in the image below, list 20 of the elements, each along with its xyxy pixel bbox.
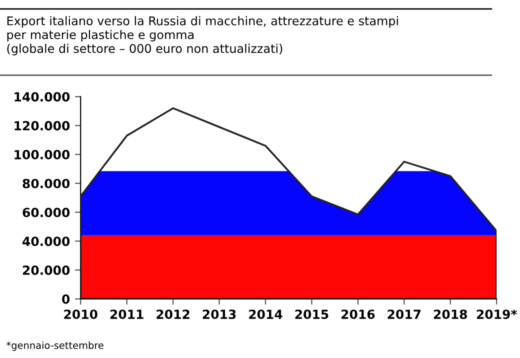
x-tick-label: 2014: [249, 310, 282, 320]
x-tick-label: 2016: [342, 310, 375, 320]
x-tick-label: 2017: [388, 310, 421, 320]
x-tick-label: 2019*: [476, 310, 518, 320]
y-tick-label: 20.000: [22, 266, 70, 275]
y-tick-label: 60.000: [22, 208, 70, 218]
x-tick-label: 2013: [202, 310, 236, 320]
y-tick-label: 40.000: [22, 236, 70, 246]
x-tick-label: 2015: [295, 310, 328, 320]
x-tick-label: 2011: [110, 310, 144, 320]
y-tick-label: 140.000: [14, 92, 70, 102]
y-tick-label: 0: [62, 294, 70, 304]
y-tick-label: 80.000: [22, 178, 70, 188]
y-tick-label: 100.000: [14, 150, 70, 160]
x-tick-label: 2010: [64, 310, 98, 320]
x-tick-label: 2018: [434, 310, 467, 320]
chart-title: Export italiano verso la Russia di macchine, attrezzature e stampi per materie plastiche e gomma (globale di settore – 000 euro non attualizzati): [7, 16, 398, 56]
y-tick-label: 120.000: [14, 121, 70, 130]
text: *gennaio-settembre: [6, 341, 104, 351]
x-tick-label: 2012: [156, 310, 190, 320]
